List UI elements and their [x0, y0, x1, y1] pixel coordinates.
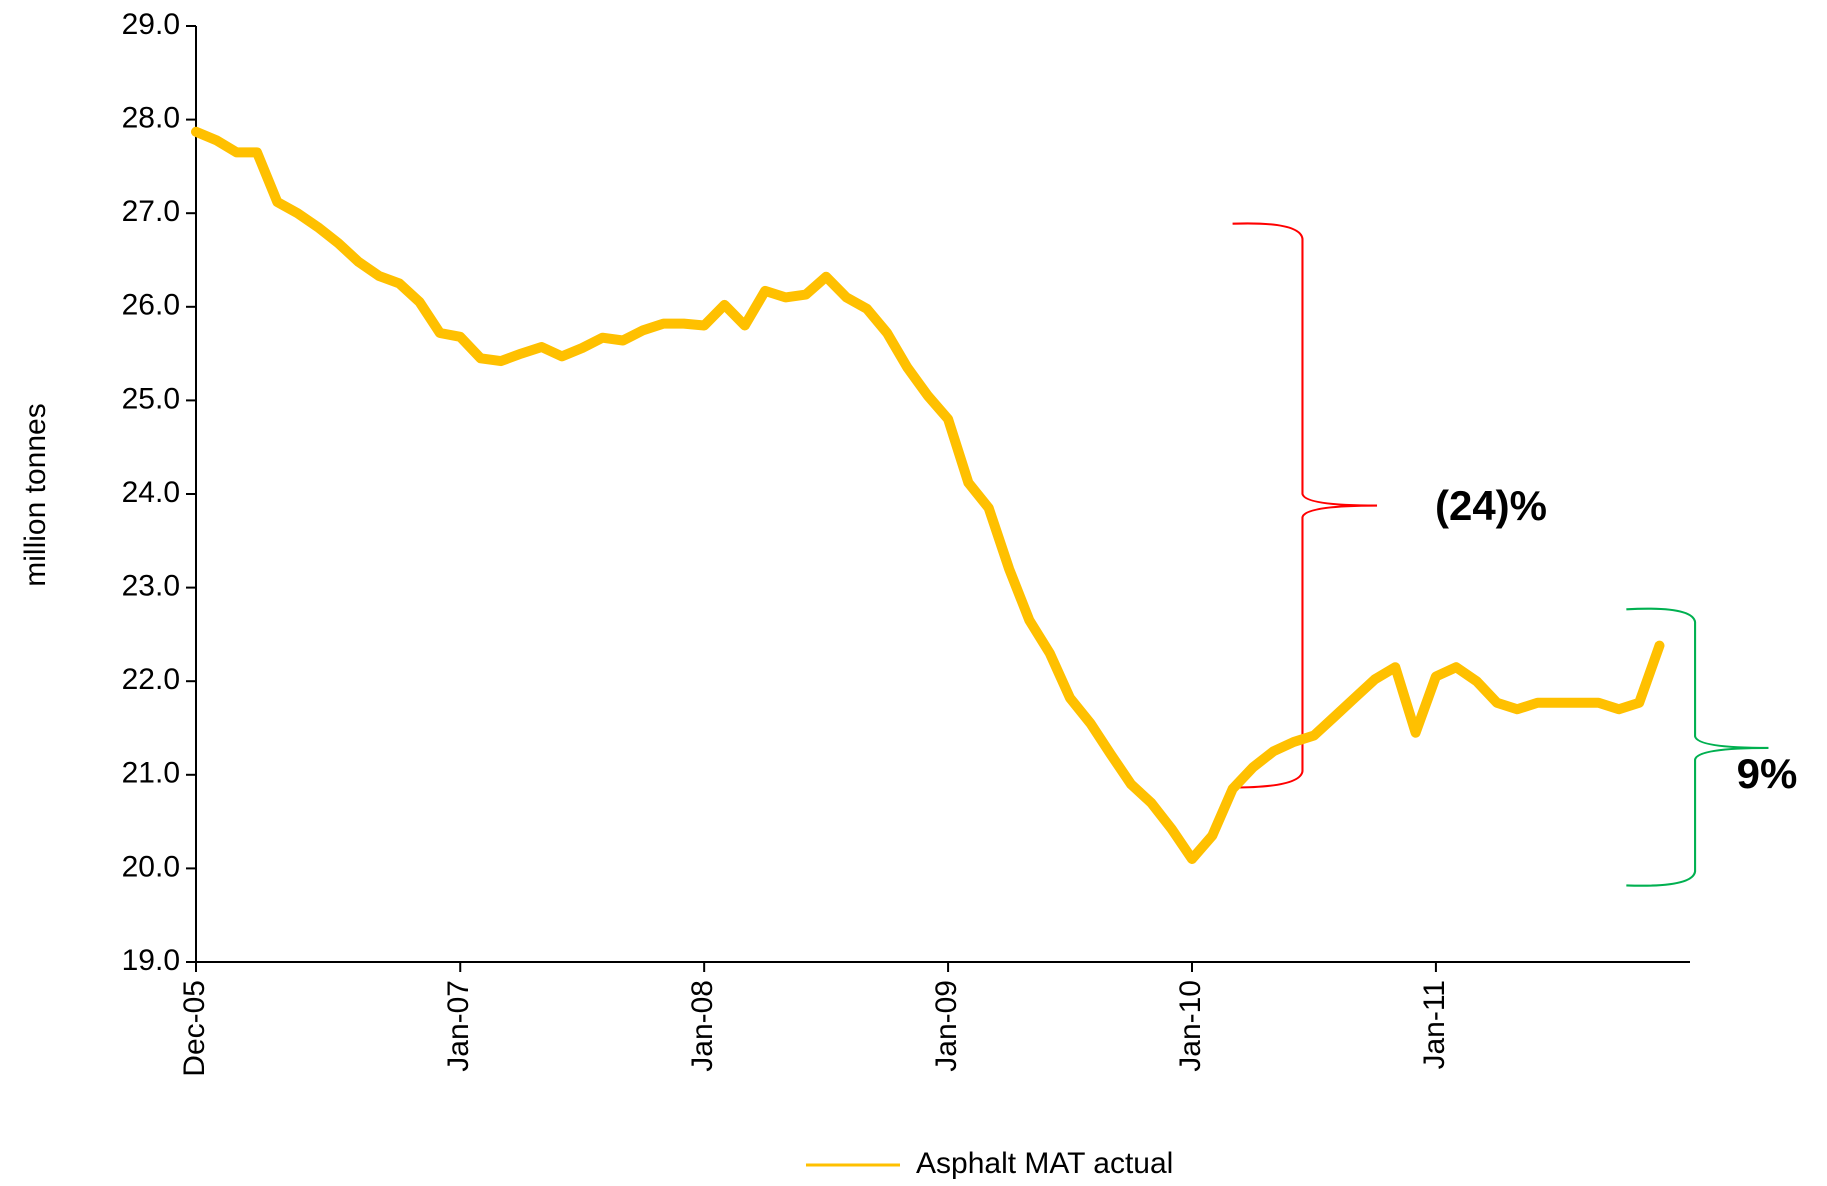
y-tick-label: 19.0	[122, 944, 180, 977]
x-tick-label: Jan-09	[930, 980, 963, 1072]
brace-green	[1626, 607, 1769, 887]
line-series	[191, 126, 1665, 864]
y-tick-label: 23.0	[122, 570, 180, 603]
x-tick-label: Jan-08	[686, 980, 719, 1072]
x-tick-label: Dec-05	[178, 980, 211, 1077]
annotation-braces	[1232, 222, 1769, 887]
y-axis-label: million tonnes	[19, 403, 52, 586]
x-tick-label: Jan-10	[1174, 980, 1207, 1072]
y-tick-label: 20.0	[122, 850, 180, 883]
brace-red	[1232, 222, 1378, 789]
y-tick-label: 22.0	[122, 663, 180, 696]
y-tick-label: 28.0	[122, 102, 180, 135]
x-tick-label: Jan-07	[442, 980, 475, 1072]
y-tick-label: 25.0	[122, 382, 180, 415]
y-tick-label: 27.0	[122, 195, 180, 228]
y-tick-label: 29.0	[122, 8, 180, 41]
x-tick-label: Jan-11	[1418, 980, 1451, 1070]
y-tick-label: 26.0	[122, 289, 180, 322]
y-tick-label: 24.0	[122, 476, 180, 509]
annotation: (24)%	[1435, 482, 1547, 529]
legend-label: Asphalt MAT actual	[916, 1147, 1173, 1180]
annotation: 9%	[1737, 750, 1798, 797]
y-tick-label: 21.0	[122, 757, 180, 790]
